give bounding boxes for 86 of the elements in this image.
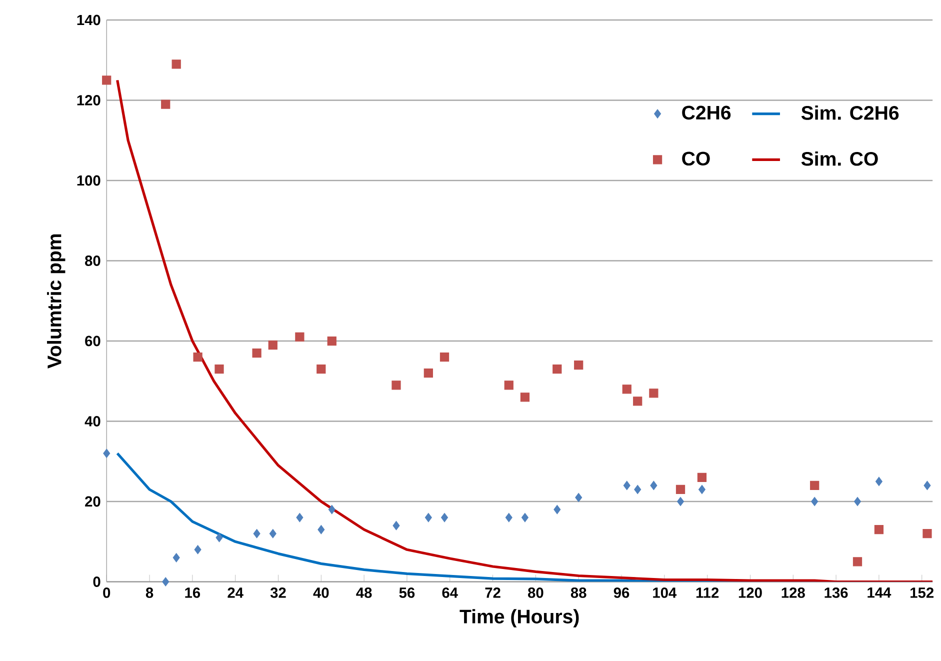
point [269, 529, 276, 538]
point [649, 388, 658, 398]
point [172, 60, 181, 69]
point [554, 505, 561, 514]
point [504, 380, 514, 390]
x-tick-label: 104 [653, 588, 677, 598]
x-axis-title: Time (Hours) [460, 609, 579, 628]
x-tick-label: 128 [782, 588, 805, 598]
y-tick-label: 0 [93, 576, 100, 588]
point [521, 513, 528, 522]
point [441, 513, 448, 522]
x-tick-label: 96 [614, 588, 630, 598]
point [316, 364, 326, 374]
point [253, 529, 260, 538]
point [924, 481, 931, 490]
x-tick-label: 80 [528, 588, 544, 598]
x-tick-label: 56 [399, 588, 415, 598]
point [676, 485, 686, 494]
point [634, 485, 642, 494]
point [103, 449, 110, 458]
x-tick-label: 144 [868, 588, 892, 598]
point [623, 481, 630, 490]
point [697, 473, 707, 482]
point [574, 360, 584, 370]
y-tick-label: 100 [77, 176, 100, 186]
y-tick-label: 60 [85, 336, 100, 346]
x-tick-label: 16 [185, 588, 200, 598]
point [650, 481, 658, 490]
point [440, 352, 450, 362]
point [328, 505, 336, 514]
point [622, 384, 632, 394]
legend-label: Sim. C2H6 [801, 106, 899, 120]
point [875, 477, 882, 486]
x-tick-label: 48 [356, 588, 372, 598]
point [318, 525, 325, 534]
y-tick-label: 120 [77, 95, 100, 106]
point [874, 525, 884, 534]
point [811, 497, 818, 506]
point [810, 481, 820, 490]
point [424, 513, 432, 522]
point [922, 529, 932, 538]
x-tick-label: 24 [228, 588, 244, 598]
y-tick-label: 80 [85, 256, 100, 266]
point [161, 100, 170, 110]
point [327, 336, 336, 346]
legend-label: C2H6 [682, 106, 731, 120]
x-tick-label: 40 [313, 588, 329, 598]
point [854, 497, 862, 506]
point [392, 521, 400, 530]
point [698, 485, 706, 494]
legend-label: Sim. CO [801, 152, 878, 166]
point [252, 348, 262, 358]
legend-label: CO [682, 152, 710, 166]
x-tick-label: 0 [103, 588, 110, 598]
y-tick-label: 40 [84, 416, 100, 427]
point [296, 513, 304, 522]
point [193, 352, 202, 362]
point [162, 577, 170, 587]
point [505, 513, 512, 522]
y-tick-label: 20 [85, 496, 100, 507]
point [102, 76, 112, 85]
x-tick-label: 88 [570, 588, 586, 598]
point [677, 497, 684, 506]
point [424, 368, 433, 378]
point [552, 364, 562, 374]
point [214, 364, 224, 374]
point [392, 380, 401, 390]
point [172, 553, 180, 562]
y-axis-title: Volumtric ppm [46, 234, 66, 369]
y-tick-label: 140 [77, 15, 100, 26]
x-tick-label: 64 [442, 588, 458, 598]
point [852, 557, 862, 566]
x-tick-label: 8 [146, 588, 154, 598]
point [520, 392, 530, 402]
point [216, 533, 223, 542]
x-tick-label: 112 [696, 588, 719, 598]
point [295, 332, 304, 342]
x-tick-label: 32 [270, 588, 286, 598]
point [268, 340, 278, 350]
x-tick-label: 136 [824, 588, 848, 598]
x-tick-label: 152 [910, 588, 934, 598]
x-tick-label: 120 [738, 588, 762, 598]
x-tick-label: 72 [485, 588, 500, 598]
point [194, 545, 202, 554]
point [575, 493, 582, 502]
point [633, 396, 642, 406]
